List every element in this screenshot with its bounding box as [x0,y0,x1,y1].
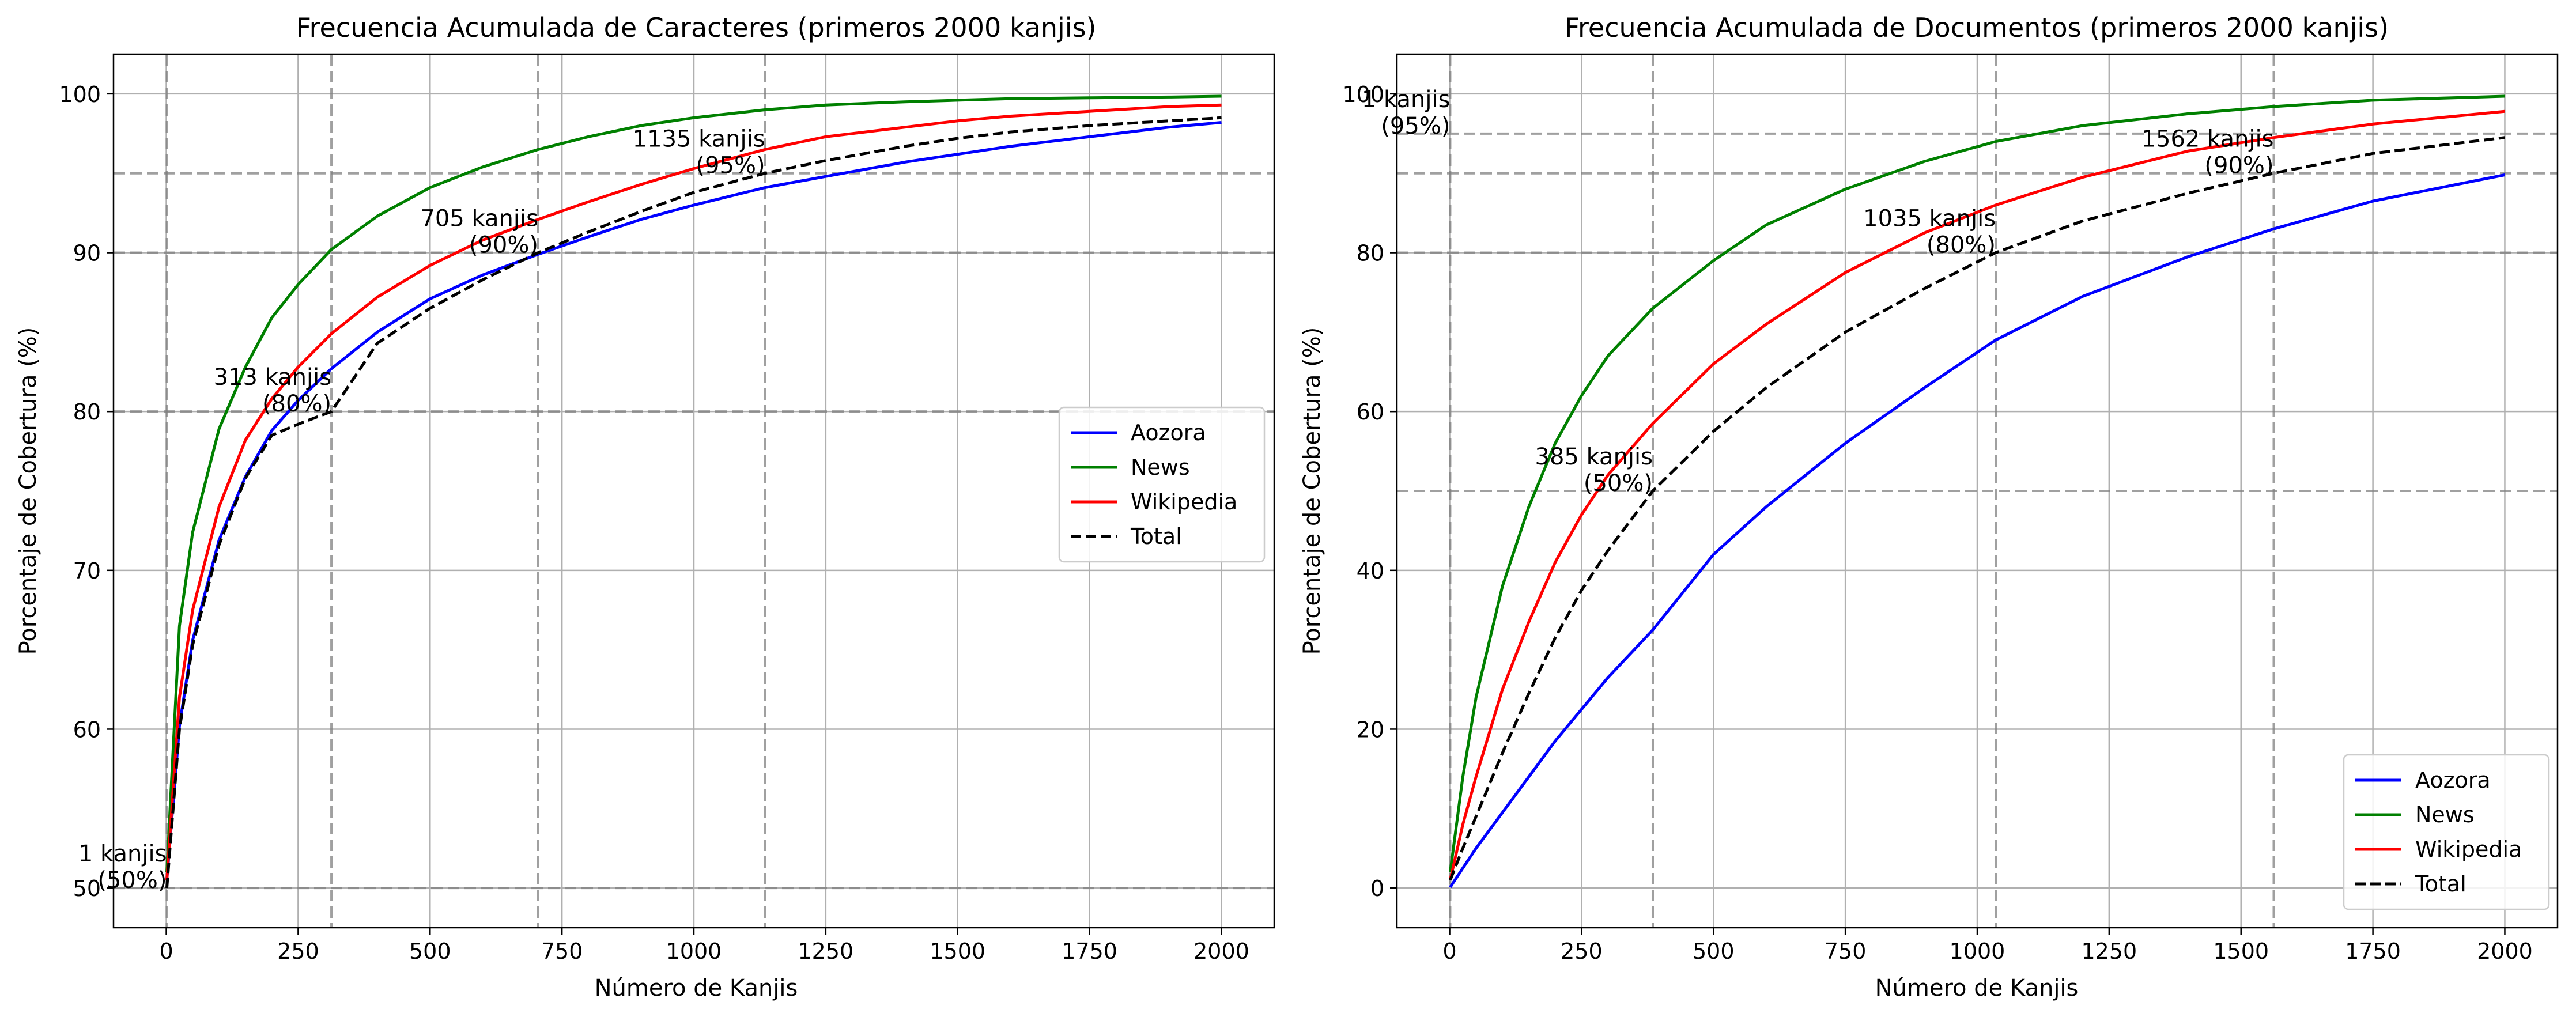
x-tick-label: 750 [1825,939,1867,964]
annotation-label: 313 kanjis [214,364,331,391]
x-tick-label: 500 [409,939,451,964]
x-tick-label: 250 [1561,939,1603,964]
annotation-label: 385 kanjis [1535,444,1653,470]
y-tick-label: 0 [1370,876,1384,901]
y-tick-label: 60 [73,717,101,742]
series-line-wikipedia [165,103,1222,880]
x-tick-label: 1000 [666,939,722,964]
x-tick-label: 1500 [930,939,985,964]
annotation-label: 1135 kanjis [633,126,765,153]
reference-lines [114,54,1274,928]
x-tick-label: 1750 [1062,939,1117,964]
x-axis-ticks: 0 250 500 750 1000 1250 1500 1750 2000 [159,928,1249,964]
series-line-news [1449,94,2505,872]
series-lines [165,94,1222,889]
legend: Aozora News Wikipedia Total [1058,406,1266,563]
series-line-aozora [1449,173,2505,889]
threshold-annotations: 1 kanjis(95%)385 kanjis(50%)1035 kanjis(… [1362,86,2274,497]
x-axis-ticks: 0 250 500 750 1000 1250 1500 1750 2000 [1442,928,2533,964]
legend: Aozora News Wikipedia Total [2343,754,2550,910]
annotation-label: 705 kanjis [420,206,538,232]
series-line-news [165,94,1222,872]
x-tick-label: 750 [541,939,583,964]
x-tick-label: 500 [1693,939,1735,964]
x-tick-label: 2000 [1193,939,1249,964]
threshold-annotations: 1 kanjis(50%)313 kanjis(80%)705 kanjis(9… [78,126,765,894]
y-axis-ticks: 0 20 40 60 80 100 [1342,82,1397,901]
legend-box [1058,406,1266,563]
annotation-label: 1035 kanjis [1863,206,1996,232]
annotation-label: (50%) [97,867,167,894]
x-tick-label: 1750 [2345,939,2401,964]
x-tick-label: 1500 [2213,939,2269,964]
y-tick-label: 80 [73,399,101,425]
y-axis-ticks: 50 60 70 80 90 100 [59,82,114,901]
x-tick-label: 1250 [798,939,854,964]
y-tick-label: 40 [1357,558,1384,584]
legend-label: Total [1130,524,1182,549]
y-tick-label: 20 [1357,717,1384,742]
series-line-total [1449,136,2505,881]
y-tick-label: 100 [59,82,101,107]
annotation-label: (90%) [469,232,538,259]
annotation-label: (95%) [696,153,765,179]
x-tick-label: 2000 [2477,939,2533,964]
series-line-wikipedia [1449,109,2505,880]
chart-title: Frecuencia Acumulada de Documentos (prim… [1565,12,2389,43]
legend-label: Aozora [2415,768,2491,793]
x-tick-label: 1250 [2082,939,2137,964]
legend-label: Aozora [1131,420,1206,445]
legend-label: Wikipedia [2415,837,2522,862]
chart-panel-documents: Frecuencia Acumulada de Documentos (prim… [1299,12,2559,1001]
legend-label: News [1131,455,1190,480]
y-tick-label: 100 [1342,82,1384,107]
legend-label: Total [2415,871,2467,897]
annotation-label: (50%) [1584,470,1653,497]
x-tick-label: 0 [159,939,173,964]
chart-title: Frecuencia Acumulada de Caracteres (prim… [296,12,1096,43]
x-axis-label: Número de Kanjis [1875,975,2079,1001]
annotation-label: (80%) [1927,232,1996,259]
series-line-total [165,116,1222,889]
y-tick-label: 60 [1357,399,1384,425]
annotation-label: (95%) [1381,113,1450,139]
y-axis-label: Porcentaje de Cobertura (%) [15,327,41,655]
y-tick-label: 90 [73,241,101,266]
annotation-label: (80%) [262,391,331,417]
x-axis-label: Número de Kanjis [595,975,798,1001]
y-tick-label: 80 [1357,241,1384,266]
y-axis-label: Porcentaje de Cobertura (%) [1299,327,1325,655]
series-lines [1449,94,2505,889]
y-tick-label: 50 [73,876,101,901]
x-tick-label: 0 [1442,939,1456,964]
annotation-label: 1 kanjis [78,841,167,867]
chart-panel-characters: Frecuencia Acumulada de Caracteres (prim… [15,12,1275,1001]
annotation-label: 1 kanjis [1362,86,1451,113]
x-tick-label: 1000 [1950,939,2005,964]
legend-box [2343,754,2550,910]
legend-label: Wikipedia [1131,489,1237,515]
y-tick-label: 70 [73,558,101,584]
annotation-label: 1562 kanjis [2141,126,2274,153]
annotation-label: (90%) [2204,153,2273,179]
x-tick-label: 250 [277,939,319,964]
legend-label: News [2415,802,2475,827]
